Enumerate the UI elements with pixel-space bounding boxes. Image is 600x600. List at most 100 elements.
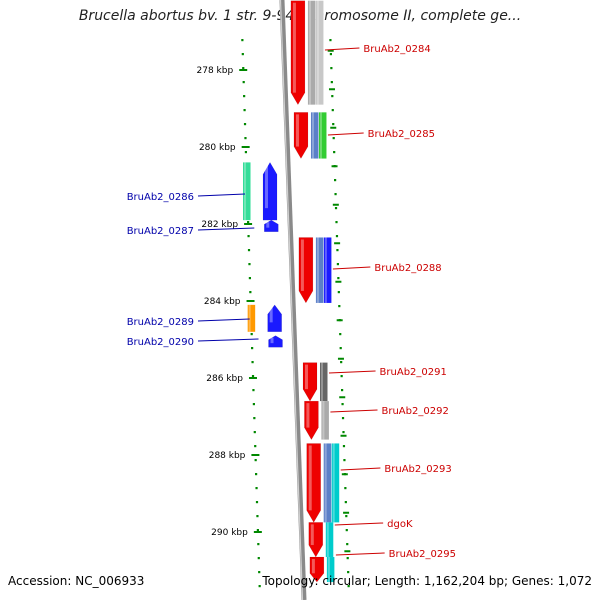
ruler-dots-left bbox=[254, 445, 257, 448]
feature-bar bbox=[321, 401, 329, 440]
ruler-dots-right bbox=[345, 515, 348, 518]
ruler-dots-left bbox=[252, 403, 255, 406]
gene-arrow bbox=[302, 362, 318, 402]
feature-bar-shine bbox=[321, 362, 324, 402]
ruler-dots-left bbox=[244, 151, 248, 154]
gene-arrow bbox=[262, 161, 278, 221]
ruler-dots-left bbox=[251, 347, 254, 350]
ruler-dots-right bbox=[345, 529, 348, 532]
ruler-dots-right bbox=[334, 179, 337, 182]
feature-bar-shine bbox=[244, 162, 247, 221]
kbp-minor-tick bbox=[327, 49, 334, 52]
gene-leader-line bbox=[330, 409, 378, 413]
kbp-minor-tick bbox=[337, 357, 344, 360]
kbp-tick-label: 286 kbp bbox=[206, 374, 243, 384]
feature-bar bbox=[310, 112, 319, 159]
gene-arrow-shine bbox=[295, 114, 299, 147]
feature-bar bbox=[243, 162, 251, 221]
ruler-dots-left bbox=[258, 585, 261, 588]
kbp-minor-tick bbox=[331, 165, 338, 168]
ruler-dots-left bbox=[251, 375, 255, 378]
gene-label: BruAb2_0289 bbox=[127, 317, 194, 328]
ruler-dots-left bbox=[251, 361, 254, 364]
gene-label: BruAb2_0287 bbox=[127, 226, 194, 237]
kbp-tick-label: 282 kbp bbox=[201, 220, 238, 230]
ruler-dots-right bbox=[330, 67, 333, 70]
gene-arrow-shine bbox=[300, 239, 304, 291]
feature-bar bbox=[247, 304, 256, 332]
feature-bar-shine bbox=[324, 443, 327, 523]
ruler-dots-left bbox=[242, 81, 245, 84]
feature-bar bbox=[331, 443, 340, 523]
ruler-dots-right bbox=[333, 151, 336, 154]
ruler-dots-right bbox=[335, 235, 339, 238]
gene-leader-line bbox=[340, 467, 381, 471]
ruler-dots-right bbox=[341, 403, 344, 406]
ruler-dots-right bbox=[331, 95, 334, 98]
gene-leader-line bbox=[197, 193, 246, 197]
feature-bar bbox=[318, 112, 327, 159]
ruler-dots-right bbox=[334, 193, 337, 196]
ruler-dots-right bbox=[342, 445, 346, 448]
gene-label: BruAb2_0284 bbox=[363, 44, 430, 55]
ruler-dots-right bbox=[334, 207, 338, 210]
gene-arrow-shine bbox=[308, 445, 312, 511]
kbp-tick-label: 284 kbp bbox=[204, 297, 241, 307]
ruler-dots-left bbox=[244, 137, 247, 140]
kbp-minor-tick bbox=[343, 511, 350, 514]
gene-arrow bbox=[298, 237, 314, 304]
ruler-dots-left bbox=[256, 515, 259, 518]
ruler-dots-right bbox=[344, 501, 347, 504]
ruler-dots-left bbox=[254, 459, 257, 462]
ruler-dots-left bbox=[257, 543, 260, 546]
kbp-tick-label: 280 kbp bbox=[199, 143, 236, 153]
ruler-dots-right bbox=[346, 543, 349, 546]
gene-label: BruAb2_0286 bbox=[127, 192, 194, 203]
ruler-dots-left bbox=[247, 249, 251, 252]
gene-label: BruAb2_0292 bbox=[382, 406, 449, 417]
kbp-minor-tick bbox=[328, 88, 335, 91]
feature-bar-shine bbox=[322, 401, 325, 440]
gene-leader-line bbox=[332, 266, 371, 270]
gene-arrow-shine bbox=[270, 337, 274, 344]
ruler-dots-right bbox=[332, 123, 335, 126]
ruler-dots-left bbox=[249, 291, 252, 294]
kbp-minor-tick bbox=[330, 126, 337, 129]
ruler-dots-left bbox=[243, 109, 246, 112]
gene-leader-line bbox=[197, 318, 250, 322]
ruler-dots-right bbox=[332, 137, 335, 140]
kbp-tick-mark bbox=[246, 300, 255, 302]
feature-bar-shine bbox=[311, 112, 314, 159]
ruler-dots-right bbox=[336, 249, 339, 252]
gene-arrow-shine bbox=[266, 222, 270, 228]
ruler-dots-right bbox=[339, 347, 342, 350]
ruler-dots-left bbox=[248, 277, 252, 280]
gene-arrow bbox=[264, 219, 279, 232]
kbp-minor-tick bbox=[340, 434, 347, 437]
kbp-minor-tick bbox=[344, 550, 351, 553]
feature-bar-shine bbox=[324, 237, 327, 303]
gene-leader-line bbox=[197, 227, 255, 231]
gene-arrow-shine bbox=[269, 306, 273, 323]
gene-label: BruAb2_0288 bbox=[374, 263, 441, 274]
ruler-dots-right bbox=[331, 109, 334, 112]
ruler-dots-right bbox=[340, 375, 343, 378]
ruler-dots-left bbox=[243, 95, 246, 98]
ruler-dots-left bbox=[242, 67, 245, 70]
ruler-dots-left bbox=[256, 529, 259, 532]
ruler-dots-right bbox=[329, 39, 332, 42]
kbp-minor-tick bbox=[332, 203, 339, 206]
gene-arrow bbox=[268, 335, 283, 348]
gene-leader-line bbox=[335, 552, 385, 556]
gene-arrow-shine bbox=[292, 2, 296, 93]
ruler-dots-left bbox=[255, 487, 258, 490]
gene-leader-line bbox=[327, 132, 364, 136]
feature-bar-shine bbox=[327, 557, 330, 583]
ruler-dots-left bbox=[241, 39, 244, 42]
gene-arrow bbox=[290, 0, 306, 106]
feature-bar-shine bbox=[319, 112, 322, 159]
ruler-dots-left bbox=[255, 501, 259, 504]
ruler-dots-left bbox=[247, 221, 250, 224]
gene-arrow bbox=[267, 304, 282, 333]
